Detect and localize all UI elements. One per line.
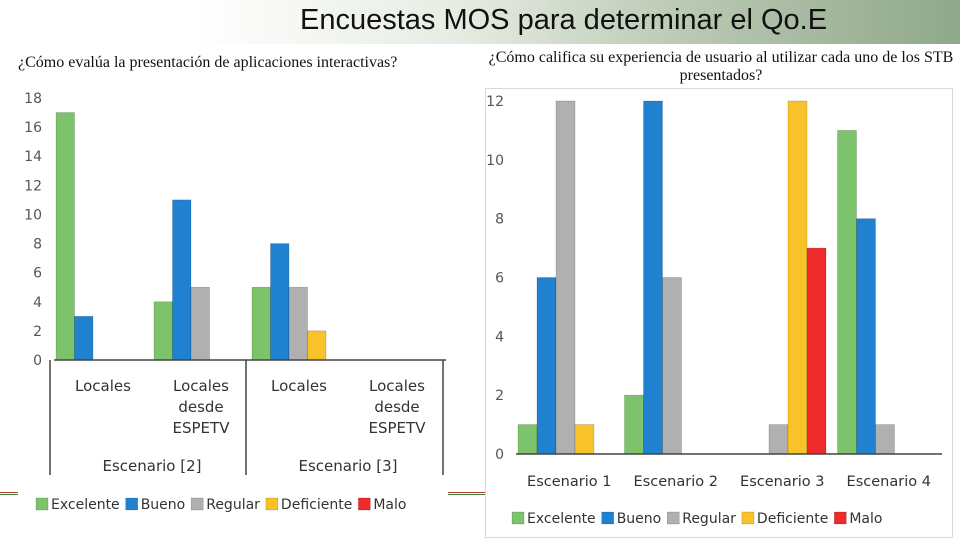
right-chart-bar-regular: [662, 277, 682, 455]
left-chart-bar-regular: [190, 286, 210, 361]
left-chart-group-label: Escenario [3]: [299, 457, 398, 475]
right-chart-ytick-label: 8: [495, 212, 504, 228]
right-chart-bar-bueno: [536, 277, 557, 455]
left-chart-ytick-label: 2: [33, 324, 42, 340]
right-chart-category-label: Escenario 4: [847, 474, 931, 490]
slide-title: Encuestas MOS para determinar el Qo.E: [300, 4, 828, 36]
left-chart-ytick-label: 10: [24, 207, 42, 223]
left-chart-category-label: ESPETV: [173, 419, 231, 437]
decorative-stripe-left: [0, 492, 18, 495]
right-chart-category-label: Escenario 2: [634, 474, 718, 490]
right-chart-bar-regular: [768, 424, 789, 455]
left-chart-legend-label-bueno: Bueno: [141, 497, 186, 513]
left-chart-legend-swatch-deficiente: [265, 497, 279, 511]
right-chart-panel: 0 2 4 6 8 10 12 Escenario 1 Escenario 2 Escenario…: [485, 88, 953, 538]
right-chart: 0 2 4 6 8 10 12 Escenario 1 Escenario 2 Escenario…: [486, 94, 942, 527]
left-chart-bar-bueno: [270, 243, 290, 361]
right-chart-legend-swatch-regular: [666, 511, 680, 525]
left-chart-category-label: desde: [374, 398, 419, 416]
right-chart-legend-swatch-bueno: [601, 511, 614, 525]
left-chart-bar-excelente: [55, 112, 75, 361]
left-chart-ytick-label: 8: [33, 237, 42, 253]
right-chart-ytick-label: 2: [495, 388, 504, 404]
left-chart-legend-swatch-bueno: [125, 497, 138, 511]
right-chart-legend-label-malo: Malo: [849, 511, 882, 527]
right-chart-bar-bueno: [643, 100, 663, 455]
left-chart-legend-label-excelente: Excelente: [51, 497, 120, 513]
right-chart-bar-excelente: [624, 394, 644, 455]
right-chart-ytick-label: 12: [486, 94, 504, 110]
left-chart-bar-bueno: [172, 199, 192, 361]
left-chart-bar-excelente: [251, 286, 271, 361]
left-chart-category-label: Locales: [173, 377, 229, 395]
right-chart-bar-regular: [555, 100, 576, 455]
left-chart-legend-swatch-excelente: [35, 497, 49, 511]
right-chart-ytick-label: 0: [495, 447, 504, 463]
right-chart-ytick-label: 4: [495, 329, 504, 345]
left-chart-ytick-label: 12: [24, 178, 42, 194]
left-chart-category-label: desde: [178, 398, 223, 416]
right-chart-bar-excelente: [837, 130, 857, 455]
left-chart-ytick-label: 14: [24, 149, 42, 165]
right-chart-legend-label-excelente: Excelente: [527, 511, 596, 527]
left-chart-legend-label-deficiente: Deficiente: [281, 497, 352, 513]
left-chart-bar-excelente: [153, 301, 173, 361]
left-chart-category-label: Locales: [369, 377, 425, 395]
left-chart-ytick-label: 4: [33, 295, 42, 311]
left-chart-bar-bueno: [74, 316, 94, 361]
left-chart-category-label: ESPETV: [369, 419, 427, 437]
left-chart-category-label: Locales: [75, 377, 131, 395]
left-chart-legend-swatch-regular: [190, 497, 204, 511]
right-chart-bar-deficiente: [574, 424, 595, 455]
right-chart-bar-excelente: [517, 424, 538, 455]
left-chart-category-label: Locales: [271, 377, 327, 395]
left-chart-group-label: Escenario [2]: [103, 457, 202, 475]
left-chart-ytick-label: 6: [33, 266, 42, 282]
right-chart-category-label: Escenario 3: [740, 474, 824, 490]
left-chart: 0 2 4 6 8 10 12 14 16 18 Locales Locales desde ESPETV…: [24, 91, 446, 513]
right-chart-bar-bueno: [856, 218, 876, 455]
right-chart-legend-swatch-deficiente: [741, 511, 755, 525]
decorative-stripe-mid: [448, 492, 485, 495]
right-chart-bar-regular: [875, 424, 895, 455]
left-chart-bar-deficiente: [307, 330, 327, 361]
left-chart-ytick-label: 18: [24, 91, 42, 107]
right-chart-legend-swatch-malo: [834, 511, 847, 525]
right-chart-category-label: Escenario 1: [527, 474, 611, 490]
right-chart-legend-label-regular: Regular: [682, 511, 736, 527]
right-chart-ytick-label: 6: [495, 271, 504, 287]
right-chart-legend-swatch-excelente: [511, 511, 525, 525]
right-chart-ytick-label: 10: [486, 153, 504, 169]
left-chart-legend-label-malo: Malo: [373, 497, 406, 513]
left-chart-legend-swatch-malo: [358, 497, 371, 511]
right-chart-legend-label-bueno: Bueno: [617, 511, 662, 527]
title-banner: [0, 0, 960, 44]
right-chart-legend-label-deficiente: Deficiente: [757, 511, 828, 527]
left-chart-panel: 0 2 4 6 8 10 12 14 16 18 Locales Locales desde ESPETV…: [18, 80, 448, 520]
right-chart-bar-malo: [806, 247, 827, 455]
right-chart-bar-deficiente: [787, 100, 808, 455]
right-chart-title: ¿Cómo califica su experiencia de usuario…: [488, 49, 954, 84]
left-chart-ytick-label: 16: [24, 120, 42, 136]
left-chart-bar-regular: [288, 286, 308, 361]
left-chart-legend-label-regular: Regular: [206, 497, 260, 513]
left-chart-title: ¿Cómo evalúa la presentación de aplicaci…: [18, 54, 398, 71]
left-chart-ytick-label: 0: [33, 353, 42, 369]
